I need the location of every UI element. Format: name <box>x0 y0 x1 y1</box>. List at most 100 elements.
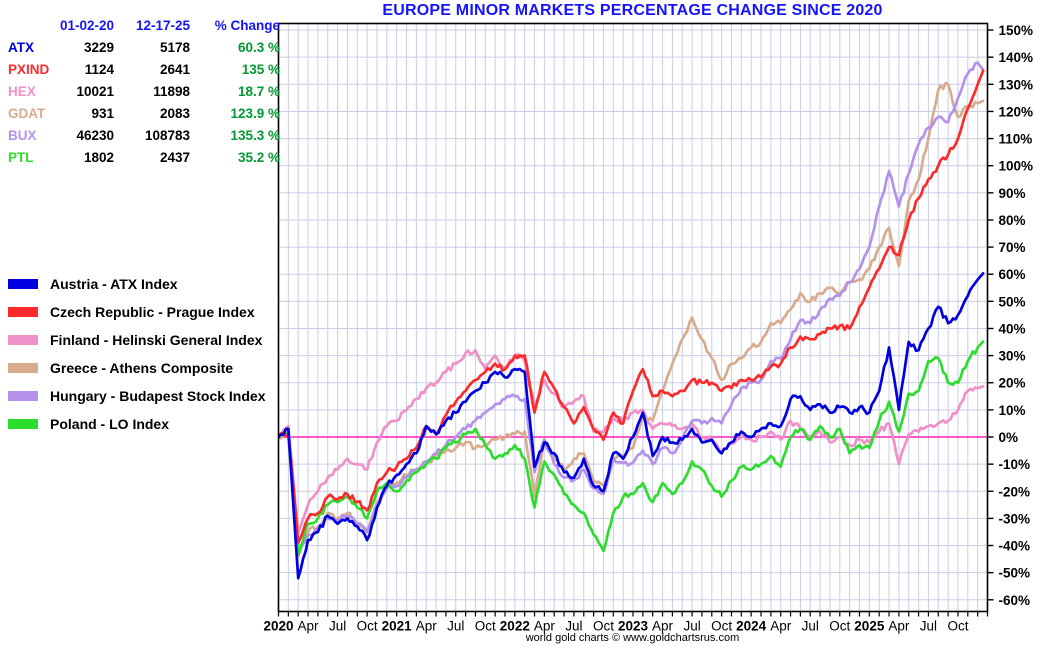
svg-text:Oct: Oct <box>475 619 496 634</box>
series-line-hex <box>278 348 985 534</box>
svg-text:Apr: Apr <box>416 619 438 634</box>
series-line-gdat <box>278 81 985 553</box>
stats-end-value: 2083 <box>159 106 190 121</box>
stats-change-value: 60.3 % <box>237 40 280 55</box>
stats-start-value: 1124 <box>84 62 114 77</box>
stats-symbol-pxind: PXIND <box>8 62 50 77</box>
svg-text:0%: 0% <box>999 430 1019 445</box>
legend-swatch <box>8 391 38 401</box>
stats-symbol-bux: BUX <box>8 128 37 143</box>
svg-text:2021: 2021 <box>382 619 413 634</box>
svg-text:130%: 130% <box>999 77 1034 92</box>
stats-column-header: 12-17-25 <box>135 18 190 33</box>
svg-text:Jul: Jul <box>920 619 937 634</box>
y-axis-labels: 150% 140% 130% 120% 110% 100% 90% 80% 70% 60% 50% 4… <box>987 23 1034 608</box>
stats-start-value: 3229 <box>83 40 114 55</box>
stats-start-value: 10021 <box>76 84 114 99</box>
x-axis-labels: 2020 Apr Jul Oct 2021 Apr Jul Oct 2022 Apr Jul Oct 2… <box>263 611 989 634</box>
legend-item-1: Czech Republic - Prague Index <box>8 298 265 326</box>
stats-symbol-hex: HEX <box>8 84 36 99</box>
series-layer <box>278 61 985 580</box>
svg-text:2025: 2025 <box>854 619 885 634</box>
legend-item-5: Poland - LO Index <box>8 410 265 438</box>
svg-text:120%: 120% <box>999 104 1034 119</box>
svg-text:70%: 70% <box>999 240 1026 255</box>
svg-text:Jul: Jul <box>683 619 700 634</box>
svg-text:2020: 2020 <box>263 619 293 634</box>
legend-label: Poland - LO Index <box>50 416 170 432</box>
legend-swatch <box>8 307 38 317</box>
legend: Austria - ATX Index Czech Republic - Prag… <box>8 270 265 438</box>
stats-change-value: 123.9 % <box>230 106 280 121</box>
stats-start-value: 1802 <box>83 150 114 165</box>
svg-text:Oct: Oct <box>593 619 614 634</box>
svg-text:Jul: Jul <box>565 619 582 634</box>
legend-item-0: Austria - ATX Index <box>8 270 265 298</box>
svg-text:2022: 2022 <box>500 619 530 634</box>
svg-text:80%: 80% <box>999 213 1026 228</box>
stats-end-value: 108783 <box>144 128 190 143</box>
stats-end-value: 2641 <box>159 62 190 77</box>
legend-label: Austria - ATX Index <box>50 276 178 292</box>
legend-swatch <box>8 419 38 429</box>
svg-text:50%: 50% <box>999 294 1026 309</box>
series-line-ptl <box>278 340 985 556</box>
series-line-bux <box>278 61 985 558</box>
stats-corner <box>8 18 54 33</box>
svg-text:90%: 90% <box>999 186 1026 201</box>
svg-text:100%: 100% <box>999 159 1034 174</box>
svg-text:Oct: Oct <box>711 619 732 634</box>
legend-swatch <box>8 335 38 345</box>
svg-text:Oct: Oct <box>947 619 968 634</box>
svg-text:Apr: Apr <box>770 619 792 634</box>
svg-text:Jul: Jul <box>329 619 346 634</box>
chart-footer: world gold charts © www.goldchartsrus.co… <box>525 632 740 644</box>
legend-label: Finland - Helinski General Index <box>50 332 263 348</box>
stats-symbol-atx: ATX <box>8 40 34 55</box>
stats-change-value: 135.3 % <box>230 128 280 143</box>
svg-text:Jul: Jul <box>447 619 464 634</box>
series-line-pxind <box>278 69 985 545</box>
legend-item-4: Hungary - Budapest Stock Index <box>8 382 265 410</box>
legend-item-3: Greece - Athens Composite <box>8 354 265 382</box>
legend-swatch <box>8 363 38 373</box>
svg-text:60%: 60% <box>999 267 1026 282</box>
svg-text:-50%: -50% <box>999 566 1031 581</box>
svg-text:Apr: Apr <box>534 619 556 634</box>
svg-text:20%: 20% <box>999 376 1026 391</box>
svg-text:10%: 10% <box>999 403 1026 418</box>
svg-text:Apr: Apr <box>888 619 910 634</box>
svg-text:-20%: -20% <box>999 484 1031 499</box>
stats-symbol-ptl: PTL <box>8 150 34 165</box>
stats-column-header: % Change <box>214 18 280 33</box>
svg-text:Apr: Apr <box>652 619 674 634</box>
stats-symbol-gdat: GDAT <box>8 106 46 121</box>
stats-column-header: 01-02-20 <box>59 18 114 33</box>
stats-change-value: 135 % <box>241 62 280 77</box>
stats-end-value: 5178 <box>159 40 190 55</box>
svg-text:-40%: -40% <box>999 539 1031 554</box>
svg-text:30%: 30% <box>999 349 1026 364</box>
stats-change-value: 35.2 % <box>237 150 280 165</box>
svg-text:Jul: Jul <box>802 619 819 634</box>
svg-text:Oct: Oct <box>829 619 850 634</box>
stats-change-value: 18.7 % <box>237 84 280 99</box>
svg-text:Apr: Apr <box>298 619 320 634</box>
svg-text:Oct: Oct <box>357 619 378 634</box>
svg-text:-10%: -10% <box>999 457 1031 472</box>
grid-layer <box>278 23 988 612</box>
svg-text:2023: 2023 <box>618 619 649 634</box>
stats-end-value: 11898 <box>153 84 190 99</box>
legend-label: Greece - Athens Composite <box>50 360 234 376</box>
svg-text:2024: 2024 <box>736 619 767 634</box>
stats-end-value: 2437 <box>159 150 190 165</box>
svg-text:-30%: -30% <box>999 511 1031 526</box>
legend-item-2: Finland - Helinski General Index <box>8 326 265 354</box>
stats-start-value: 46230 <box>76 128 114 143</box>
svg-text:110%: 110% <box>999 132 1033 147</box>
svg-text:140%: 140% <box>999 50 1034 65</box>
chart-title: EUROPE MINOR MARKETS PERCENTAGE CHANGE S… <box>382 2 883 19</box>
svg-text:150%: 150% <box>999 23 1034 38</box>
svg-text:40%: 40% <box>999 321 1026 336</box>
